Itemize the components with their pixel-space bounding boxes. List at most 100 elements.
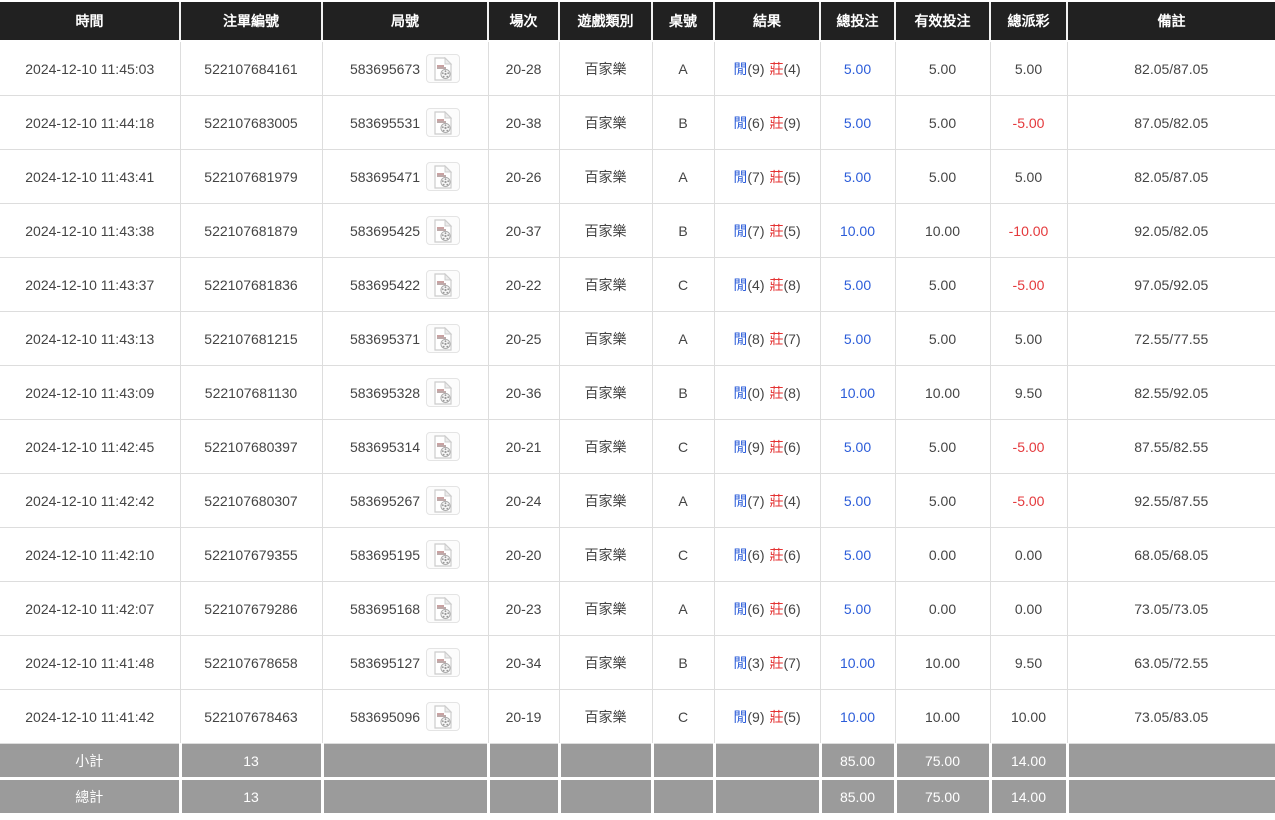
total-bet-link[interactable]: 10.00: [839, 384, 876, 401]
footer-payout: 14.00: [990, 778, 1069, 816]
cell-session: 20-37: [488, 203, 560, 258]
cell-round-number: 583695168: [322, 581, 489, 636]
cell-payout: 9.50: [990, 365, 1068, 420]
table-row: 2024-12-10 11:43:09 522107681130 583695328…: [0, 365, 1275, 420]
cell-remark: 97.05/92.05: [1067, 257, 1275, 312]
footer-empty-table: [652, 743, 716, 780]
player-score: (0): [747, 384, 765, 401]
table-row: 2024-12-10 11:45:03 522107684161 583695673…: [0, 41, 1275, 96]
video-replay-button[interactable]: [426, 270, 461, 299]
total-bet-link[interactable]: 5.00: [843, 492, 872, 509]
cell-game-type: 百家樂: [559, 527, 653, 582]
cell-bet-number: 522107681979: [180, 149, 323, 204]
cell-game-type: 百家樂: [559, 581, 653, 636]
round-number-text: 583695168: [349, 600, 421, 617]
video-replay-button[interactable]: [426, 594, 461, 623]
cell-total-bet: 10.00: [820, 689, 896, 744]
player-score: (4): [747, 276, 765, 293]
cell-table-number: C: [652, 257, 715, 312]
footer-empty-game: [559, 743, 654, 780]
total-bet-link[interactable]: 5.00: [843, 168, 872, 185]
player-result-label: 閒: [733, 546, 748, 563]
footer-empty-session: [488, 743, 561, 780]
table-footer: 小計 13 85.00 75.00 14.00 總計 13 85.00 75.00 14.00: [0, 743, 1275, 816]
cell-valid-bet: 10.00: [895, 203, 991, 258]
banker-score: (8): [783, 276, 801, 293]
total-bet-link[interactable]: 10.00: [839, 708, 876, 725]
cell-total-bet: 5.00: [820, 41, 896, 96]
column-header-game: 遊戲類別: [559, 2, 653, 42]
footer-total-bet: 85.00: [820, 743, 897, 780]
total-bet-link[interactable]: 5.00: [843, 600, 872, 617]
video-replay-button[interactable]: [426, 216, 461, 245]
banker-score: (6): [783, 546, 801, 563]
video-replay-button[interactable]: [426, 702, 461, 731]
banker-result-label: 莊: [769, 492, 784, 509]
cell-payout: 5.00: [990, 311, 1068, 366]
banker-result: 莊(7): [770, 655, 801, 671]
player-score: (7): [747, 168, 765, 185]
video-replay-button[interactable]: [426, 378, 461, 407]
banker-result-label: 莊: [769, 168, 784, 185]
total-bet-link[interactable]: 5.00: [843, 114, 872, 131]
header-row: 時間 注單編號 局號 場次 遊戲類別 桌號 結果 總投注 有效投注 總派彩 備註: [0, 2, 1275, 42]
player-score: (7): [747, 222, 765, 239]
cell-game-type: 百家樂: [559, 257, 653, 312]
player-result-label: 閒: [733, 276, 748, 293]
video-replay-button[interactable]: [426, 432, 461, 461]
total-bet-link[interactable]: 5.00: [843, 276, 872, 293]
cell-round-number: 583695127: [322, 635, 489, 690]
banker-score: (8): [783, 384, 801, 401]
video-replay-button[interactable]: [426, 540, 461, 569]
banker-result: 莊(5): [770, 709, 801, 725]
banker-result: 莊(9): [770, 115, 801, 131]
cell-result: 閒(7) 莊(5): [714, 149, 821, 204]
cell-session: 20-19: [488, 689, 560, 744]
video-replay-button[interactable]: [426, 486, 461, 515]
player-score: (9): [747, 60, 765, 77]
footer-empty-game: [559, 778, 654, 816]
total-bet-link[interactable]: 5.00: [843, 546, 872, 563]
total-bet-link[interactable]: 10.00: [839, 222, 876, 239]
cell-remark: 82.55/92.05: [1067, 365, 1275, 420]
cell-total-bet: 5.00: [820, 581, 896, 636]
round-number-text: 583695425: [349, 222, 421, 239]
video-replay-button[interactable]: [426, 108, 461, 137]
cell-result: 閒(6) 莊(6): [714, 581, 821, 636]
video-replay-button[interactable]: [426, 324, 461, 353]
banker-score: (5): [783, 222, 801, 239]
video-file-icon: [434, 380, 453, 405]
cell-bet-number: 522107681879: [180, 203, 323, 258]
table-row: 2024-12-10 11:41:42 522107678463 583695096…: [0, 689, 1275, 744]
cell-game-type: 百家樂: [559, 311, 653, 366]
cell-table-number: B: [652, 95, 715, 150]
banker-result: 莊(6): [770, 601, 801, 617]
round-number-text: 583695328: [349, 384, 421, 401]
footer-total-bet: 85.00: [820, 778, 897, 816]
total-bet-link[interactable]: 5.00: [843, 438, 872, 455]
cell-payout: -5.00: [990, 419, 1068, 474]
cell-session: 20-28: [488, 41, 560, 96]
video-replay-button[interactable]: [426, 54, 461, 83]
video-replay-button[interactable]: [426, 648, 461, 677]
cell-bet-number: 522107683005: [180, 95, 323, 150]
total-row: 總計 13 85.00 75.00 14.00: [0, 778, 1275, 816]
cell-total-bet: 5.00: [820, 311, 896, 366]
total-bet-link[interactable]: 10.00: [839, 654, 876, 671]
video-replay-button[interactable]: [426, 162, 461, 191]
banker-result: 莊(5): [770, 223, 801, 239]
cell-time: 2024-12-10 11:42:10: [0, 527, 181, 582]
video-file-icon: [434, 326, 453, 351]
cell-bet-number: 522107684161: [180, 41, 323, 96]
table-row: 2024-12-10 11:42:10 522107679355 583695195…: [0, 527, 1275, 582]
cell-valid-bet: 0.00: [895, 527, 991, 582]
total-bet-link[interactable]: 5.00: [843, 330, 872, 347]
player-result-label: 閒: [733, 168, 748, 185]
cell-session: 20-38: [488, 95, 560, 150]
cell-remark: 63.05/72.55: [1067, 635, 1275, 690]
table-row: 2024-12-10 11:42:07 522107679286 583695168…: [0, 581, 1275, 636]
total-bet-link[interactable]: 5.00: [843, 60, 872, 77]
cell-table-number: C: [652, 419, 715, 474]
footer-bet-count: 13: [180, 778, 324, 816]
